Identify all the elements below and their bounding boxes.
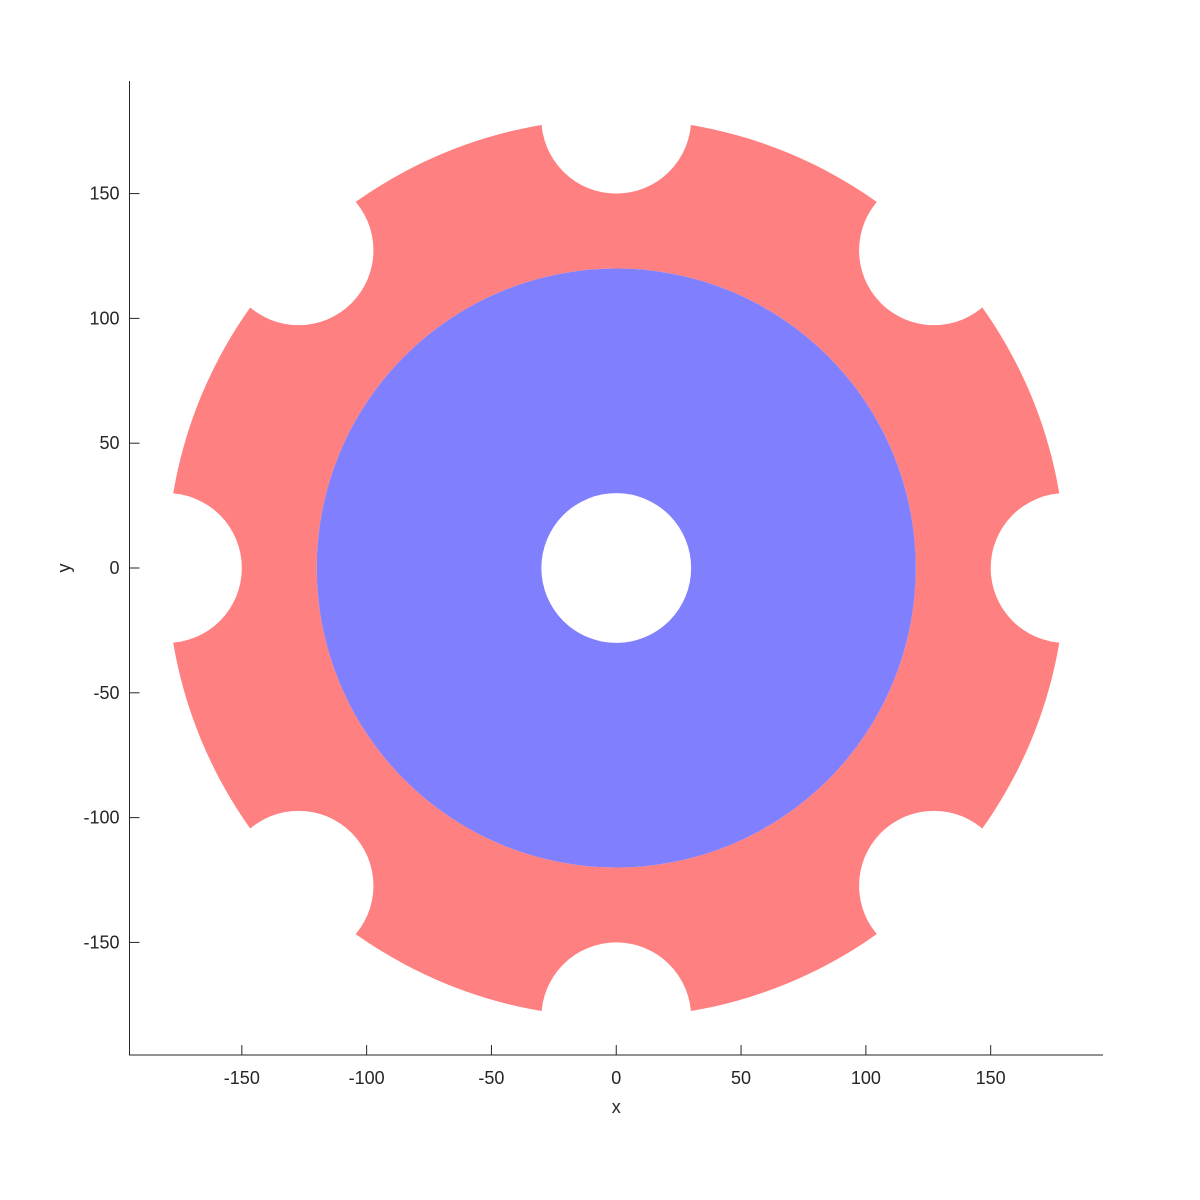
y-tick-label: -50 (93, 683, 119, 703)
x-tick-label: 150 (976, 1068, 1006, 1088)
y-tick-label: -100 (83, 808, 119, 828)
x-tick-label: 50 (731, 1068, 751, 1088)
x-axis-label: x (612, 1097, 621, 1117)
y-tick-label: 100 (89, 308, 119, 328)
x-tick-label: -100 (349, 1068, 385, 1088)
y-tick-label: 0 (109, 558, 119, 578)
y-tick-label: 150 (89, 184, 119, 204)
inner-annulus (316, 268, 916, 868)
x-tick-label: -50 (478, 1068, 504, 1088)
x-tick-label: 100 (851, 1068, 881, 1088)
axis-lines (129, 81, 1103, 1056)
x-tick-label: -150 (224, 1068, 260, 1088)
y-ticks: -150 -100 -50 0 50 100 150 (83, 184, 140, 952)
x-tick-label: 0 (611, 1068, 621, 1088)
chart-shapes (166, 118, 1066, 1018)
outer-notched-ring (166, 118, 1066, 1018)
chart-axes (129, 81, 1103, 1056)
x-ticks: -150 -100 -50 0 50 100 150 (224, 1045, 1006, 1088)
y-tick-label: -150 (83, 932, 119, 952)
y-axis-label: y (54, 564, 74, 573)
y-tick-label: 50 (99, 433, 119, 453)
